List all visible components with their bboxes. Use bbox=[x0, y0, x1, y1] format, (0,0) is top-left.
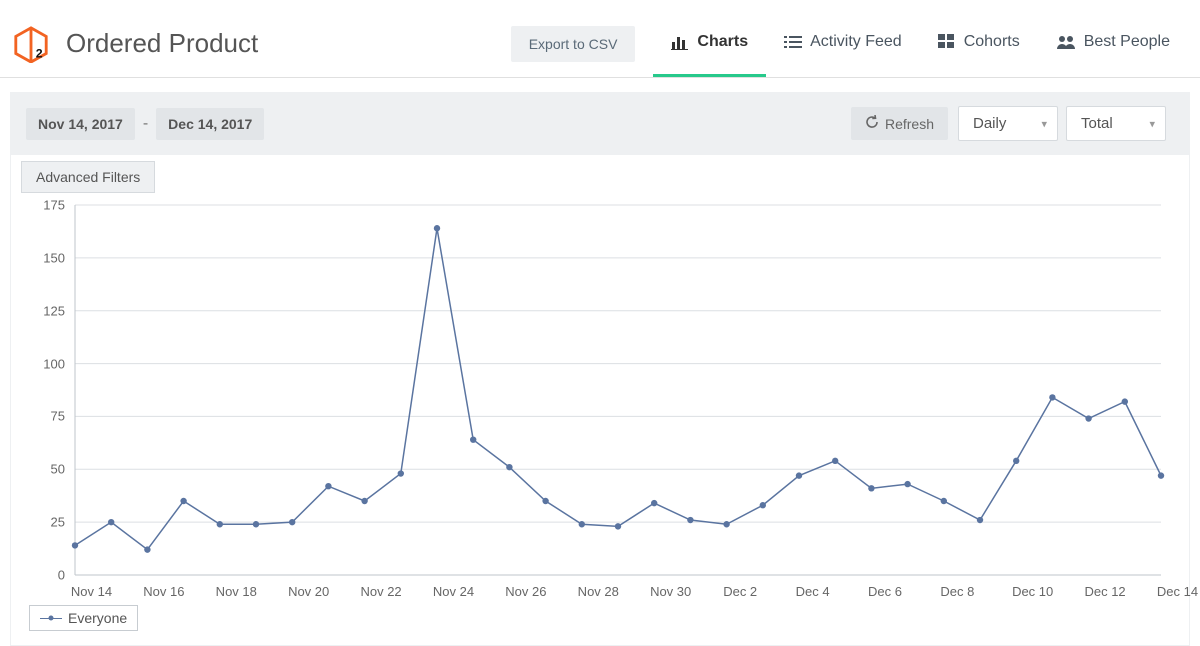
date-separator: - bbox=[143, 115, 148, 133]
tab-activity-feed[interactable]: Activity Feed bbox=[766, 10, 920, 77]
x-tick-label: Nov 22 bbox=[360, 584, 401, 599]
x-tick-label: Dec 2 bbox=[723, 584, 757, 599]
date-from-button[interactable]: Nov 14, 2017 bbox=[26, 108, 135, 140]
x-tick-label: Nov 18 bbox=[216, 584, 257, 599]
y-tick-label: 125 bbox=[21, 303, 65, 318]
tab-label: Charts bbox=[697, 33, 748, 51]
people-icon bbox=[1056, 34, 1076, 50]
refresh-label: Refresh bbox=[885, 116, 934, 132]
bar-chart-icon bbox=[671, 34, 689, 50]
export-csv-button[interactable]: Export to CSV bbox=[511, 26, 636, 62]
y-tick-label: 175 bbox=[21, 198, 65, 213]
tab-label: Best People bbox=[1084, 33, 1170, 51]
x-tick-label: Nov 26 bbox=[505, 584, 546, 599]
y-tick-label: 150 bbox=[21, 250, 65, 265]
refresh-button[interactable]: Refresh bbox=[851, 107, 948, 140]
y-tick-label: 100 bbox=[21, 356, 65, 371]
x-tick-label: Nov 28 bbox=[578, 584, 619, 599]
x-tick-label: Dec 12 bbox=[1084, 584, 1125, 599]
x-tick-label: Dec 10 bbox=[1012, 584, 1053, 599]
svg-text:2: 2 bbox=[36, 46, 43, 60]
y-tick-label: 75 bbox=[21, 409, 65, 424]
x-tick-label: Nov 16 bbox=[143, 584, 184, 599]
tab-charts[interactable]: Charts bbox=[653, 10, 766, 77]
tabs-nav: Export to CSV Charts Activity Feed Cohor… bbox=[511, 10, 1188, 77]
grid-icon bbox=[938, 34, 956, 50]
x-tick-label: Dec 14 bbox=[1157, 584, 1198, 599]
chart-panel: Advanced Filters 0 25 50 75 100 125 150 175 Nov … bbox=[10, 155, 1190, 646]
x-tick-label: Nov 20 bbox=[288, 584, 329, 599]
list-icon bbox=[784, 35, 802, 49]
metric-select[interactable]: Total bbox=[1066, 106, 1166, 141]
interval-select[interactable]: Daily bbox=[958, 106, 1058, 141]
x-tick-label: Nov 24 bbox=[433, 584, 474, 599]
legend-label: Everyone bbox=[68, 610, 127, 626]
y-tick-label: 50 bbox=[21, 462, 65, 477]
advanced-filters-button[interactable]: Advanced Filters bbox=[21, 161, 155, 193]
page-title: Ordered Product bbox=[66, 28, 258, 59]
legend: Everyone bbox=[29, 605, 138, 631]
x-tick-label: Nov 14 bbox=[71, 584, 112, 599]
header-bar: 2 Ordered Product Export to CSV Charts A… bbox=[0, 0, 1200, 78]
line-chart: 0 25 50 75 100 125 150 175 Nov 14 Nov 16 Nov 18 Nov… bbox=[21, 199, 1161, 599]
x-tick-label: Dec 4 bbox=[796, 584, 830, 599]
tab-cohorts[interactable]: Cohorts bbox=[920, 10, 1038, 77]
refresh-icon bbox=[865, 115, 879, 132]
y-tick-label: 0 bbox=[21, 568, 65, 583]
app-logo: 2 bbox=[12, 25, 50, 63]
y-tick-label: 25 bbox=[21, 515, 65, 530]
tab-label: Cohorts bbox=[964, 33, 1020, 51]
tab-best-people[interactable]: Best People bbox=[1038, 10, 1188, 77]
x-tick-label: Dec 8 bbox=[940, 584, 974, 599]
x-tick-label: Dec 6 bbox=[868, 584, 902, 599]
tab-label: Activity Feed bbox=[810, 33, 902, 51]
legend-marker-icon bbox=[40, 613, 62, 623]
date-to-button[interactable]: Dec 14, 2017 bbox=[156, 108, 264, 140]
filter-bar: Nov 14, 2017 - Dec 14, 2017 Refresh Dail… bbox=[10, 92, 1190, 155]
x-tick-label: Nov 30 bbox=[650, 584, 691, 599]
